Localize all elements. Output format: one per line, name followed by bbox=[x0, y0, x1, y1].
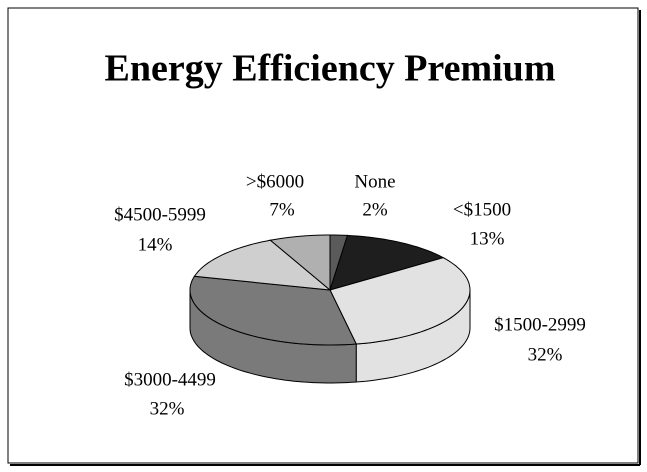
chart-title: Energy Efficiency Premium bbox=[105, 48, 556, 90]
slice-value-label: 13% bbox=[470, 228, 505, 249]
slice-value-label: 32% bbox=[150, 398, 185, 419]
slice-value-label: 14% bbox=[138, 234, 173, 255]
slice-label: $3000-4499 bbox=[124, 369, 216, 390]
slice bbox=[329, 234, 445, 291]
slice-label: $4500-5999 bbox=[114, 204, 206, 225]
slice-label: >$6000 bbox=[246, 171, 304, 192]
slice-label: None bbox=[354, 171, 395, 192]
slice bbox=[329, 257, 471, 345]
slice-value-label: 7% bbox=[269, 199, 295, 220]
slice-value-label: 2% bbox=[362, 199, 388, 220]
slice bbox=[269, 234, 331, 292]
slice bbox=[189, 275, 357, 346]
slice-label: <$1500 bbox=[453, 199, 511, 220]
slice-value-label: 32% bbox=[528, 344, 563, 365]
slice bbox=[193, 239, 332, 291]
slice-label: $1500-2999 bbox=[494, 314, 586, 335]
